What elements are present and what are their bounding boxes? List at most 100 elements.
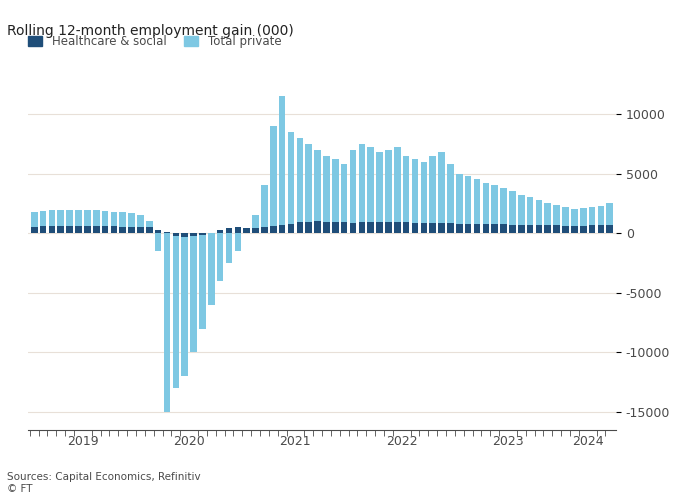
Bar bbox=[297, 138, 303, 233]
Bar bbox=[474, 224, 480, 233]
Bar bbox=[527, 198, 533, 233]
Bar bbox=[173, 233, 179, 235]
Bar bbox=[288, 224, 294, 233]
Bar bbox=[128, 213, 135, 233]
Bar bbox=[40, 226, 46, 233]
Bar bbox=[368, 148, 374, 233]
Bar bbox=[545, 225, 551, 233]
Bar bbox=[137, 216, 144, 233]
Bar bbox=[394, 148, 400, 233]
Bar bbox=[402, 222, 409, 233]
Bar bbox=[146, 227, 153, 233]
Bar bbox=[75, 226, 82, 233]
Bar bbox=[562, 207, 569, 233]
Bar bbox=[553, 204, 560, 233]
Bar bbox=[545, 204, 551, 233]
Bar bbox=[225, 233, 232, 263]
Bar bbox=[474, 180, 480, 233]
Bar bbox=[102, 211, 108, 233]
Bar bbox=[341, 222, 347, 233]
Bar bbox=[93, 210, 99, 233]
Bar bbox=[465, 176, 471, 233]
Bar bbox=[137, 227, 144, 233]
Bar bbox=[571, 226, 577, 233]
Bar bbox=[155, 233, 162, 251]
Bar bbox=[40, 211, 46, 233]
Bar bbox=[323, 156, 330, 233]
Bar bbox=[412, 159, 419, 233]
Bar bbox=[279, 96, 286, 233]
Bar bbox=[412, 222, 419, 233]
Bar bbox=[350, 150, 356, 233]
Bar bbox=[571, 210, 577, 233]
Bar bbox=[580, 208, 587, 233]
Text: Rolling 12-month employment gain (000): Rolling 12-month employment gain (000) bbox=[7, 24, 294, 38]
Bar bbox=[598, 206, 604, 233]
Bar bbox=[48, 226, 55, 233]
Bar bbox=[217, 233, 223, 281]
Bar bbox=[234, 233, 241, 251]
Bar bbox=[75, 210, 82, 233]
Bar bbox=[270, 226, 276, 233]
Bar bbox=[553, 226, 560, 233]
Bar bbox=[164, 232, 170, 233]
Bar bbox=[491, 224, 498, 233]
Bar bbox=[350, 222, 356, 233]
Bar bbox=[84, 210, 91, 233]
Bar bbox=[368, 222, 374, 233]
Bar bbox=[181, 233, 188, 376]
Bar bbox=[598, 225, 604, 233]
Bar bbox=[120, 226, 126, 233]
Bar bbox=[394, 222, 400, 233]
Bar bbox=[491, 186, 498, 233]
Bar bbox=[421, 222, 427, 233]
Bar bbox=[252, 216, 259, 233]
Bar bbox=[93, 226, 99, 233]
Bar bbox=[234, 228, 241, 233]
Bar bbox=[146, 221, 153, 233]
Bar bbox=[482, 183, 489, 233]
Bar bbox=[536, 225, 542, 233]
Bar bbox=[66, 226, 73, 233]
Bar bbox=[181, 233, 188, 236]
Bar bbox=[208, 233, 215, 304]
Bar bbox=[199, 233, 206, 235]
Bar bbox=[385, 222, 392, 233]
Text: © FT: © FT bbox=[7, 484, 32, 494]
Bar bbox=[402, 156, 409, 233]
Bar bbox=[31, 212, 38, 233]
Bar bbox=[190, 233, 197, 236]
Bar bbox=[225, 228, 232, 233]
Bar bbox=[190, 233, 197, 352]
Bar bbox=[385, 150, 392, 233]
Bar bbox=[57, 210, 64, 233]
Bar bbox=[509, 224, 516, 233]
Bar bbox=[111, 212, 117, 233]
Bar bbox=[447, 223, 454, 233]
Bar bbox=[341, 164, 347, 233]
Bar bbox=[57, 226, 64, 233]
Bar bbox=[500, 224, 507, 233]
Bar bbox=[429, 223, 436, 233]
Bar bbox=[261, 227, 268, 233]
Bar bbox=[438, 222, 445, 233]
Bar bbox=[421, 162, 427, 233]
Bar bbox=[332, 222, 339, 233]
Bar bbox=[199, 233, 206, 328]
Text: Sources: Capital Economics, Refinitiv: Sources: Capital Economics, Refinitiv bbox=[7, 472, 201, 482]
Bar bbox=[332, 159, 339, 233]
Bar bbox=[606, 225, 613, 233]
Bar bbox=[270, 126, 276, 233]
Bar bbox=[66, 210, 73, 233]
Bar bbox=[358, 222, 365, 233]
Bar bbox=[589, 207, 596, 233]
Bar bbox=[297, 222, 303, 233]
Bar bbox=[111, 226, 117, 233]
Bar bbox=[482, 224, 489, 233]
Bar bbox=[305, 222, 312, 233]
Bar bbox=[527, 225, 533, 233]
Bar bbox=[518, 195, 524, 233]
Bar bbox=[456, 224, 463, 233]
Bar bbox=[217, 230, 223, 233]
Bar bbox=[84, 226, 91, 233]
